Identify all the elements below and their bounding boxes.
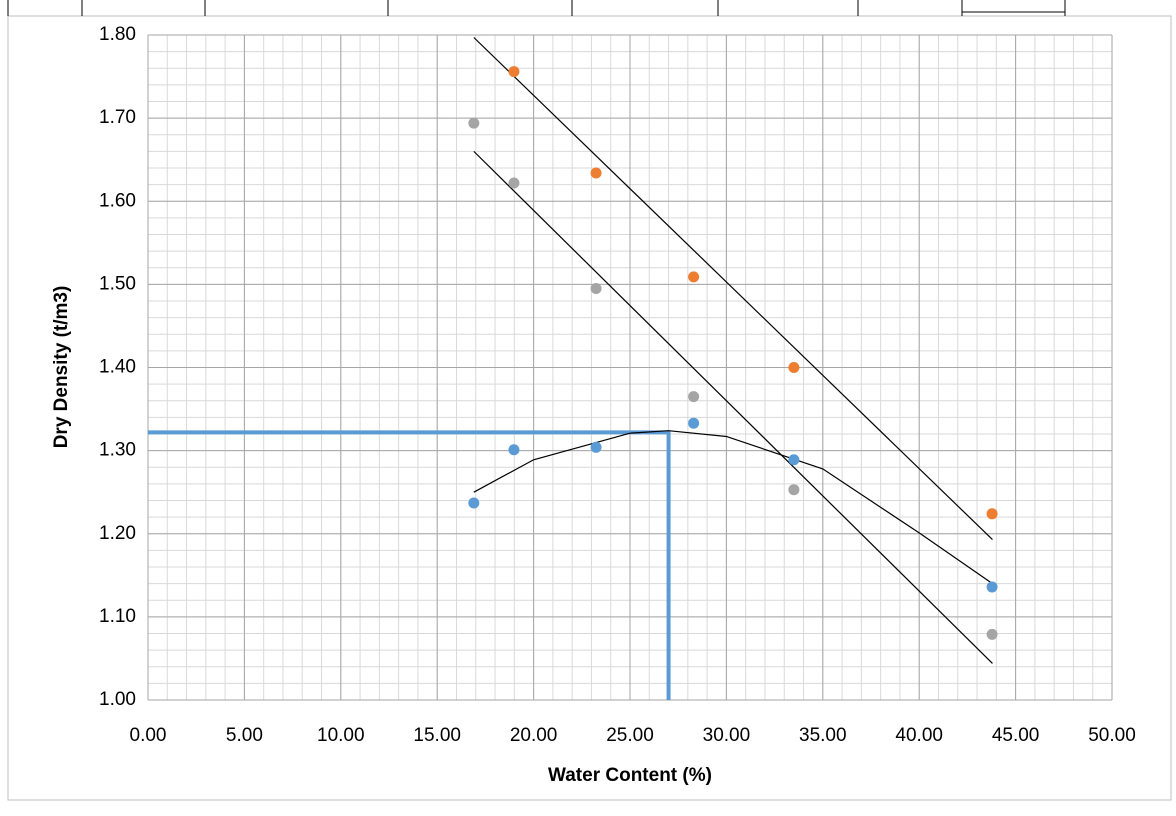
data-point [987,629,998,640]
x-tick-label: 45.00 [992,725,1040,746]
x-axis-title: Water Content (%) [548,765,712,786]
x-tick-label: 10.00 [317,725,365,746]
y-tick-label: 1.30 [99,440,136,461]
data-point [508,177,519,188]
y-tick-label: 1.50 [99,273,136,294]
y-tick-label: 1.10 [99,606,136,627]
x-tick-label: 35.00 [799,725,847,746]
data-point [468,497,479,508]
chart: Water Content (%) Dry Density (t/m3) 0.0… [0,0,1176,816]
y-tick-label: 1.60 [99,190,136,211]
data-point [788,454,799,465]
x-tick-label: 5.00 [226,725,263,746]
x-tick-label: 50.00 [1088,725,1136,746]
data-point [788,484,799,495]
x-tick-label: 20.00 [510,725,558,746]
x-tick-label: 30.00 [703,725,751,746]
data-point [591,167,602,178]
data-point [987,508,998,519]
table-fragment [8,0,1065,16]
x-tick-label: 0.00 [130,725,167,746]
data-point [508,66,519,77]
x-tick-label: 15.00 [413,725,461,746]
y-tick-label: 1.40 [99,357,136,378]
data-point [987,581,998,592]
y-tick-label: 1.70 [99,107,136,128]
data-point [468,118,479,129]
reference-line [148,432,669,700]
data-point [591,283,602,294]
x-tick-label: 25.00 [606,725,654,746]
y-tick-label: 1.00 [99,689,136,710]
y-axis-title: Dry Density (t/m3) [51,286,72,449]
y-tick-label: 1.80 [99,24,136,45]
data-point [688,391,699,402]
y-tick-label: 1.20 [99,523,136,544]
x-tick-label: 40.00 [895,725,943,746]
data-point [508,444,519,455]
trendline [474,431,993,584]
data-point [788,362,799,373]
data-point [688,418,699,429]
data-point [591,442,602,453]
trendline [474,151,993,663]
data-point [688,271,699,282]
trendline [474,37,993,539]
